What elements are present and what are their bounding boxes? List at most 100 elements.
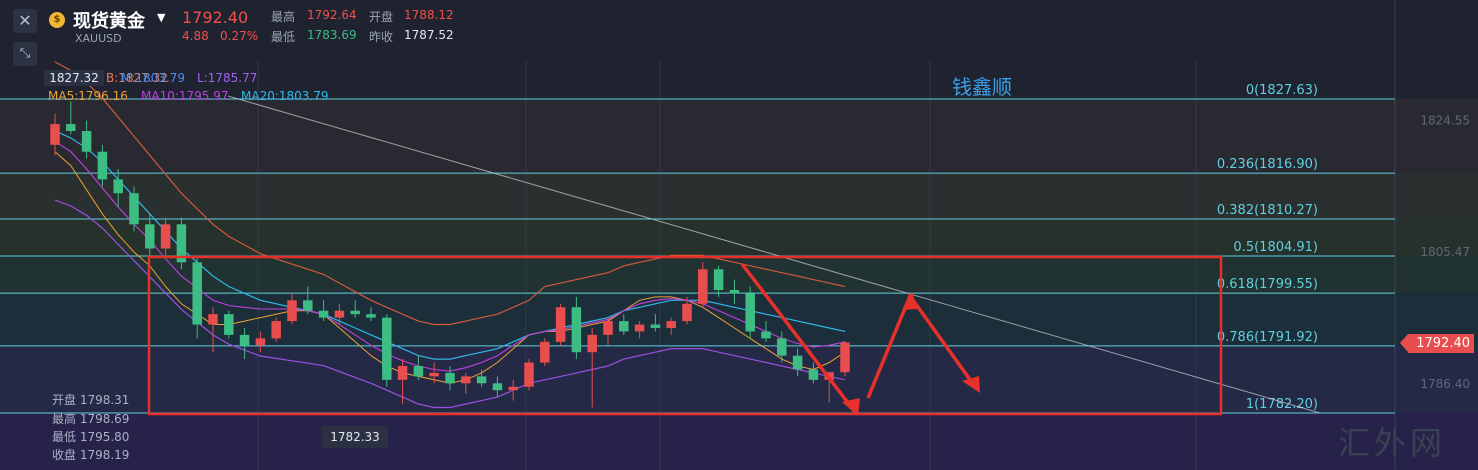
low-value: 1783.69: [307, 28, 357, 42]
candle-body: [840, 342, 850, 373]
candle-body: [461, 376, 471, 384]
y-tick-label: 1786.40: [1420, 377, 1470, 391]
symbol-code: XAUUSD: [75, 32, 122, 45]
candle-body: [508, 386, 518, 391]
current-price-tag: 1792.40: [1400, 334, 1474, 353]
candle-body: [587, 334, 597, 353]
candle-body: [619, 321, 629, 332]
candle-body: [445, 372, 455, 384]
candle-body: [303, 300, 313, 311]
candle-body: [97, 151, 108, 180]
candle-body: [366, 314, 376, 318]
candle-body: [287, 300, 297, 322]
low-marker-tag: 1782.33: [322, 426, 388, 448]
candle-body: [239, 334, 250, 346]
collapse-arrows-icon[interactable]: ⤡: [13, 42, 37, 66]
candle-body: [81, 131, 92, 152]
fib-band: [0, 99, 1478, 174]
prev-close-label: 昨收: [369, 30, 394, 44]
fib-label: 0.618(1799.55): [1217, 277, 1318, 292]
ma20-readout: MA20:1803.79: [241, 89, 329, 103]
high-label: 最高: [271, 10, 296, 24]
candle-body: [429, 372, 439, 377]
high-marker-tag: 1827.32: [44, 70, 104, 86]
candle-body: [729, 289, 740, 294]
range-box: [147, 255, 1223, 416]
candle-body: [255, 338, 266, 346]
fib-label: 0.5(1804.91): [1233, 240, 1318, 255]
candle-body: [413, 366, 424, 377]
candle-body: [634, 324, 645, 332]
fib-band: [0, 218, 1478, 257]
candle-body: [524, 362, 534, 387]
close-icon[interactable]: ✕: [13, 9, 37, 33]
candle-body: [350, 310, 360, 315]
candle-body: [808, 369, 819, 380]
hover-open: 开盘 1798.31: [52, 393, 130, 407]
candle-body: [666, 321, 676, 328]
candle-body: [66, 124, 76, 132]
up-arrow-head: [903, 292, 917, 310]
candle-body: [224, 314, 234, 335]
trend-line: [227, 95, 1321, 414]
fib-label: 0.236(1816.90): [1217, 157, 1318, 172]
y-tick-label: 1805.47: [1420, 245, 1470, 259]
candle-body: [492, 383, 503, 391]
candle-body: [792, 355, 803, 370]
candle-body: [761, 331, 771, 339]
candle-body: [318, 310, 329, 318]
price-change-pct: 0.27%: [220, 29, 259, 43]
candle-body: [192, 262, 202, 325]
prev-close-value: 1787.52: [404, 28, 454, 42]
fib-band: [0, 256, 1478, 294]
y-tick-label: 1824.55: [1420, 113, 1470, 127]
candle-body: [176, 224, 187, 263]
candle-body: [603, 321, 613, 335]
candle-body: [160, 224, 171, 249]
annotation-text: 钱鑫顺: [952, 75, 1012, 99]
ma10-readout: MA10:1795.97: [141, 89, 229, 103]
candle-body: [777, 338, 787, 356]
candle-body: [555, 307, 566, 342]
hover-low: 最低 1795.80: [52, 430, 130, 444]
candle-body: [145, 224, 155, 249]
candle-body: [682, 303, 692, 322]
hover-close: 收盘 1798.19: [52, 448, 130, 462]
candle-body: [50, 124, 60, 145]
candle-body: [745, 293, 755, 332]
gold-coin-icon: $: [49, 12, 65, 28]
down-arrow-head: [842, 398, 860, 416]
candle-body: [382, 317, 392, 380]
down-arrow-line: [740, 262, 857, 414]
boll-upper-readout: B:1827.32: [106, 71, 168, 85]
chart-bg-top: [0, 0, 1478, 99]
fib-label: 0(1827.63): [1246, 83, 1318, 98]
candle-body: [113, 179, 123, 194]
low-label: 最低: [271, 30, 296, 44]
candle-body: [540, 341, 550, 363]
candle-body: [208, 314, 218, 325]
candle-body: [271, 321, 281, 339]
candle-body: [650, 324, 661, 328]
fib-label: 1(1782.20): [1246, 397, 1318, 412]
candle-body: [129, 193, 139, 225]
boll-lower-line: [54, 199, 846, 409]
price-change: 4.88: [182, 29, 209, 43]
last-price: 1792.40: [182, 8, 249, 27]
candle-body: [571, 307, 582, 353]
fib-band: [0, 173, 1478, 219]
watermark: 汇外网: [1338, 424, 1447, 462]
fib-band: [0, 413, 1478, 470]
hover-high: 最高 1798.69: [52, 412, 130, 426]
symbol-name[interactable]: 现货黄金: [73, 11, 145, 32]
ma20-line: [54, 130, 846, 360]
candle-body: [476, 376, 487, 384]
fib-label: 0.382(1810.27): [1217, 203, 1318, 218]
fib-label: 0.786(1791.92): [1217, 330, 1318, 345]
boll-middle-readout: M:1803.79: [121, 71, 186, 85]
candle-body: [397, 366, 408, 380]
high-value: 1792.64: [307, 8, 357, 22]
symbol-dropdown-icon[interactable]: ▼: [157, 11, 166, 24]
open-label: 开盘: [369, 10, 394, 24]
